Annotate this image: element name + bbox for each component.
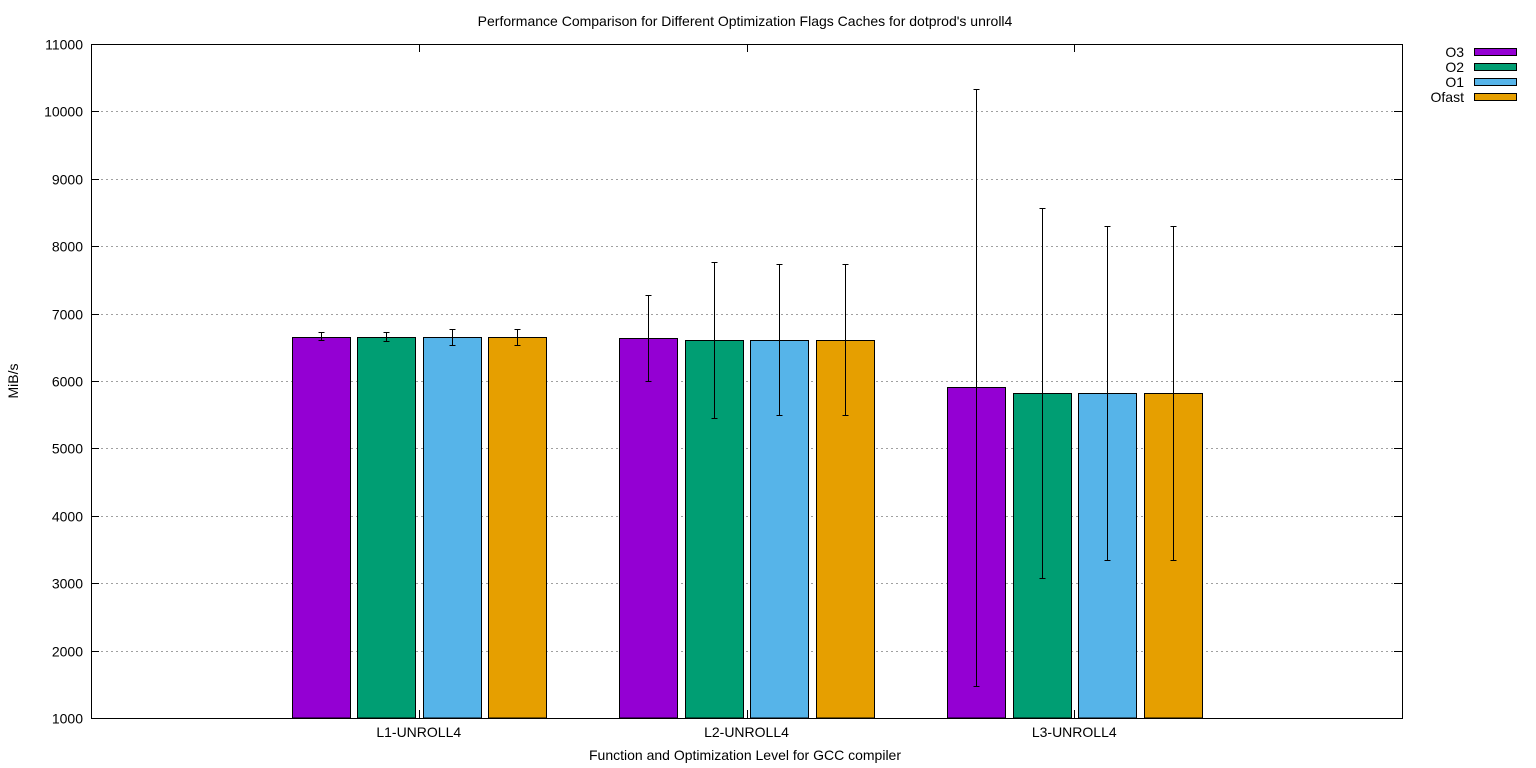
x-tick-label: L1-UNROLL4: [376, 724, 461, 740]
bar-O3-L2-UNROLL4: [619, 338, 678, 719]
y-tick-label: 9000: [52, 172, 83, 188]
y-tick-label: 7000: [52, 307, 83, 323]
y-tick-label: 2000: [52, 644, 83, 660]
legend-swatch-O1: [1474, 78, 1517, 86]
x-tick-label: L3-UNROLL4: [1032, 724, 1117, 740]
y-tick-label: 8000: [52, 239, 83, 255]
y-tick-label: 3000: [52, 576, 83, 592]
y-tick-label: 1000: [52, 711, 83, 727]
bar-Ofast-L1-UNROLL4: [488, 337, 547, 719]
legend-swatch-O3: [1474, 48, 1517, 56]
y-tick-label: 5000: [52, 441, 83, 457]
bars: [292, 337, 1203, 719]
bar-O2-L1-UNROLL4: [357, 337, 416, 719]
legend-label-O2: O2: [1445, 59, 1464, 75]
y-tick-label: 11000: [45, 37, 83, 53]
chart-title: Performance Comparison for Different Opt…: [478, 13, 1013, 29]
legend-swatch-O2: [1474, 63, 1517, 71]
x-axis-label: Function and Optimization Level for GCC …: [589, 747, 901, 763]
y-tick-label: 6000: [52, 374, 83, 390]
legend-swatch-Ofast: [1474, 93, 1517, 101]
grid-lines: [91, 111, 1402, 652]
legend-label-O1: O1: [1445, 74, 1464, 90]
y-tick-label: 10000: [44, 104, 83, 120]
bar-O1-L1-UNROLL4: [423, 337, 482, 719]
error-bars: [318, 89, 1177, 687]
legend-label-O3: O3: [1445, 44, 1464, 60]
y-axis-label: MiB/s: [5, 364, 21, 399]
y-tick-label: 4000: [52, 509, 83, 525]
y-axis-ticks: 1000 2000 3000 4000 5000 6000 7000 8000 9000 1000…: [44, 37, 1402, 727]
x-axis-ticks: L1-UNROLL4 L2-UNROLL4 L3-UNROLL4: [376, 44, 1117, 740]
bar-O3-L1-UNROLL4: [292, 337, 351, 719]
x-tick-label: L2-UNROLL4: [704, 724, 789, 740]
legend-label-Ofast: Ofast: [1431, 89, 1465, 105]
